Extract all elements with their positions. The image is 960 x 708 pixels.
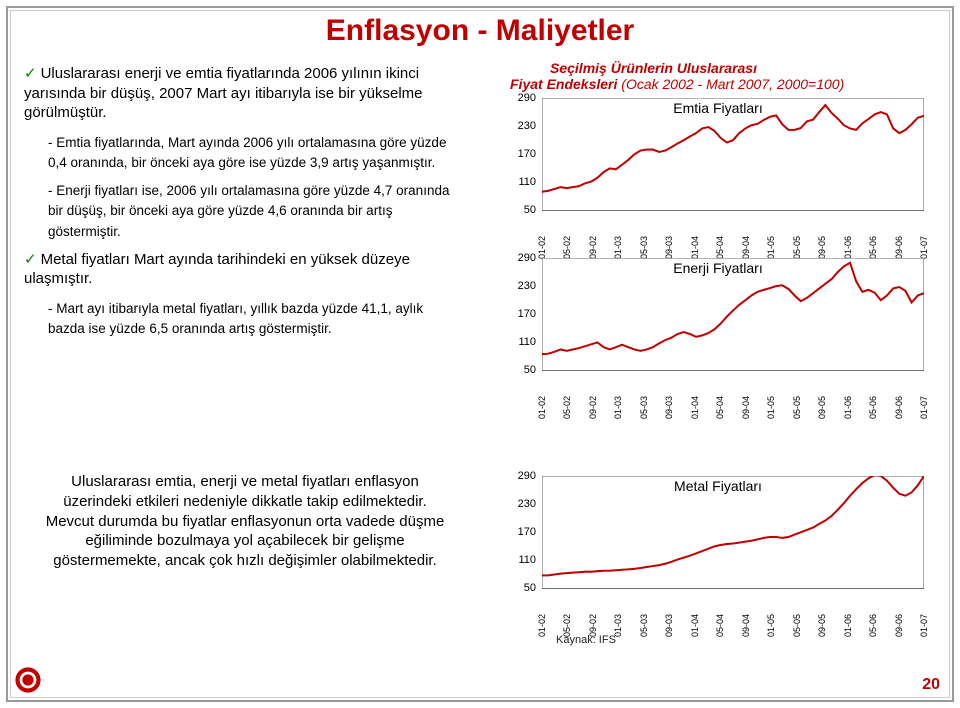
bullet-1-text: Uluslararası enerji ve emtia fiyatlarınd…: [24, 65, 423, 121]
logo-icon: [14, 666, 42, 694]
chart-2-svg: [542, 258, 924, 371]
chart-enerji: Enerji Fiyatları 50110170230290 01-0205-…: [500, 258, 936, 408]
bullet-2: ✓Metal fiyatları Mart ayında tarihindeki…: [24, 250, 454, 289]
bullet-2-text: Metal fiyatları Mart ayında tarihindeki …: [24, 251, 410, 288]
check-icon: ✓: [24, 65, 37, 82]
chart-1-svg: [542, 98, 924, 211]
chart-metal: Metal Fiyatları 50110170230290 01-0205-0…: [500, 476, 936, 626]
chart-3-yticks: 50110170230290: [500, 476, 542, 588]
charts-header: Seçilmiş Ürünlerin Uluslararası Fiyat En…: [510, 60, 930, 92]
charts-header-line2post: (Ocak 2002 - Mart 2007, 2000=100): [621, 76, 844, 92]
bullet-1-sub-2: - Enerji fiyatları ise, 2006 yılı ortala…: [24, 181, 454, 242]
charts-header-line2pre: Fiyat Endeksleri: [510, 76, 617, 92]
bullet-2-sub-1: - Mart ayı itibarıyla metal fiyatları, y…: [24, 299, 454, 340]
chart-emtia: Emtia Fiyatları 50110170230290 01-0205-0…: [500, 98, 936, 248]
chart-1-yticks: 50110170230290: [500, 98, 542, 210]
check-icon: ✓: [24, 251, 37, 268]
page-number: 20: [922, 676, 940, 694]
chart-3-svg: [542, 476, 924, 589]
chart-2-xticks: 01-0205-0209-0201-0305-0309-0301-0405-04…: [542, 370, 924, 408]
page-title: Enflasyon - Maliyetler: [0, 14, 960, 48]
chart-3-xticks: 01-0205-0209-0201-0305-0309-0301-0405-04…: [542, 588, 924, 626]
bullet-1: ✓Uluslararası enerji ve emtia fiyatların…: [24, 64, 454, 123]
chart-1-xticks: 01-0205-0209-0201-0305-0309-0301-0405-04…: [542, 210, 924, 248]
chart-2-yticks: 50110170230290: [500, 258, 542, 370]
bullet-1-sub-1: - Emtia fiyatlarında, Mart ayında 2006 y…: [24, 133, 454, 174]
mid-paragraph: Uluslararası emtia, enerji ve metal fiya…: [40, 472, 450, 571]
source-label: Kaynak: IFS: [556, 634, 616, 646]
left-text-column: ✓Uluslararası enerji ve emtia fiyatların…: [24, 64, 454, 347]
charts-header-line1: Seçilmiş Ürünlerin Uluslararası: [510, 60, 930, 76]
